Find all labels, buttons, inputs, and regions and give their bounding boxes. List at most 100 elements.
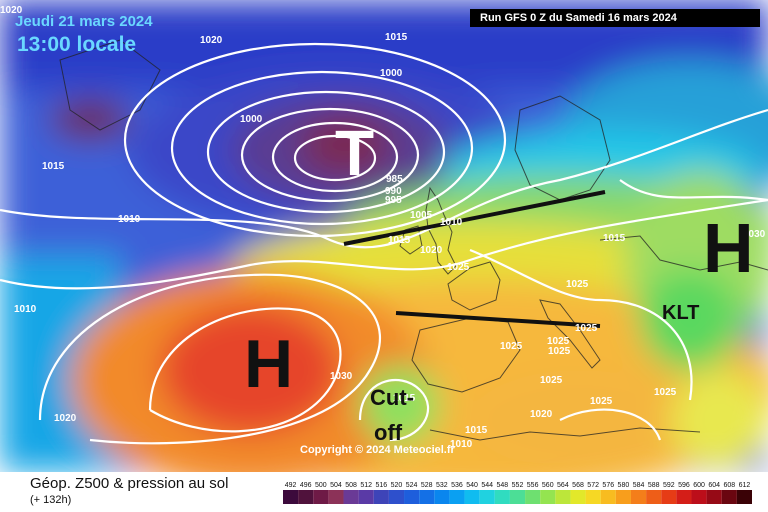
scale-label: 524 xyxy=(406,482,418,489)
scale-swatch xyxy=(434,490,450,504)
scale-label: 584 xyxy=(633,482,645,489)
scale-swatch xyxy=(721,490,737,504)
scale-swatch xyxy=(615,490,631,504)
scale-label: 608 xyxy=(723,482,735,489)
pressure-system-label: T xyxy=(335,117,374,189)
isobar-label: 1010 xyxy=(14,304,37,315)
isobar-labels: 1020 1020 1015 1000 1000 1015 1010 1010 98599099… xyxy=(0,5,766,450)
scale-label: 568 xyxy=(572,482,584,489)
scale-label: 592 xyxy=(663,482,675,489)
isobar-label: 1015 xyxy=(465,425,488,436)
pressure-system-label: KLT xyxy=(662,302,699,324)
isobar-label: 1025 xyxy=(590,396,613,407)
scale-label: 612 xyxy=(739,482,751,489)
model-run-banner: Run GFS 0 Z du Samedi 16 mars 2024 xyxy=(470,9,760,27)
scale-swatch xyxy=(736,490,752,504)
scale-swatch xyxy=(373,490,389,504)
scale-label: 604 xyxy=(708,482,720,489)
scale-swatch xyxy=(600,490,616,504)
scale-swatch xyxy=(570,490,586,504)
scale-swatch xyxy=(479,490,495,504)
isobar-label: 1010 xyxy=(118,214,141,225)
scale-label: 580 xyxy=(618,482,630,489)
scale-label: 528 xyxy=(421,482,433,489)
isobar-label: 1025 xyxy=(447,262,470,273)
scale-swatch xyxy=(585,490,601,504)
scale-swatch xyxy=(525,490,541,504)
pressure-system-label: H xyxy=(703,209,754,287)
scale-swatch xyxy=(540,490,556,504)
pressure-map: 1020 1020 1015 1000 1000 1015 1010 1010 98599099… xyxy=(0,0,768,472)
scale-label: 532 xyxy=(436,482,448,489)
scale-label: 504 xyxy=(330,482,342,489)
scale-label: 508 xyxy=(345,482,357,489)
pressure-system-label: H xyxy=(244,326,293,402)
isobar-label: 1015 xyxy=(603,233,626,244)
scale-label: 512 xyxy=(360,482,372,489)
scale-swatch xyxy=(706,490,722,504)
scale-swatch xyxy=(646,490,662,504)
isobar-label: 990 xyxy=(385,186,402,197)
scale-label: 600 xyxy=(693,482,705,489)
scale-label: 540 xyxy=(466,482,478,489)
forecast-date: Jeudi 21 mars 2024 xyxy=(15,13,153,30)
scale-label: 572 xyxy=(587,482,599,489)
isobar-label: 1020 xyxy=(200,35,223,46)
scale-label: 492 xyxy=(285,482,297,489)
isobar-label: 1020 xyxy=(420,245,443,256)
isobar-label: 1020 xyxy=(0,5,23,16)
isobar-label: 1025 xyxy=(540,375,563,386)
isobar-label: 1015 xyxy=(42,161,65,172)
scale-swatch xyxy=(509,490,526,504)
scale-swatch xyxy=(283,490,299,504)
isobar-label: 1025 xyxy=(548,346,571,357)
isobar-label: 1025 xyxy=(500,341,523,352)
scale-swatch xyxy=(343,490,359,504)
scale-label: 576 xyxy=(602,482,614,489)
scale-swatch xyxy=(328,490,344,504)
scale-swatch xyxy=(494,490,510,504)
scale-swatch xyxy=(676,490,692,504)
scale-swatch xyxy=(464,490,480,504)
isobar-label: 1025 xyxy=(575,323,598,334)
scale-swatch xyxy=(419,490,435,504)
pressure-system-label: Cut- xyxy=(370,385,414,410)
scale-label: 536 xyxy=(451,482,463,489)
isobar-label: 1010 xyxy=(440,217,463,228)
scale-swatch xyxy=(388,490,405,504)
isobar-label: 985 xyxy=(386,174,403,185)
scale-swatch xyxy=(404,490,420,504)
scale-label: 496 xyxy=(300,482,312,489)
map-title: Géop. Z500 & pression au sol xyxy=(30,475,229,492)
isobar-label: 995 xyxy=(385,195,402,206)
isobar-label: 1025 xyxy=(547,336,570,347)
scale-label: 588 xyxy=(648,482,660,489)
scale-label: 500 xyxy=(315,482,327,489)
isobar-label: 1030 xyxy=(743,229,766,240)
scale-swatch xyxy=(298,490,314,504)
scale-swatch xyxy=(661,490,677,504)
scale-swatch xyxy=(449,490,465,504)
isobar-label: 1000 xyxy=(380,68,403,79)
isobar-label: 1000 xyxy=(240,114,263,125)
scale-label: 544 xyxy=(481,482,493,489)
scale-label: 548 xyxy=(497,482,509,489)
scale-label: 560 xyxy=(542,482,554,489)
scale-label: 520 xyxy=(391,482,403,489)
scale-swatch xyxy=(358,490,374,504)
scale-swatch xyxy=(313,490,329,504)
scale-label: 564 xyxy=(557,482,569,489)
pressure-system-label: off xyxy=(374,420,403,445)
scale-label: 552 xyxy=(512,482,524,489)
scale-label: 556 xyxy=(527,482,539,489)
copyright-notice: Copyright © 2024 Meteociel.fr xyxy=(300,444,455,456)
forecast-local-time: 13:00 locale xyxy=(17,33,137,56)
isobar-label: 1025 xyxy=(566,279,589,290)
forecast-offset: (+ 132h) xyxy=(30,494,72,506)
isobar-label: 1015 xyxy=(393,393,416,404)
isobar-label: 1020 xyxy=(54,413,77,424)
isobar-label: 1015 xyxy=(385,32,408,43)
isobar-label: 1025 xyxy=(654,387,677,398)
